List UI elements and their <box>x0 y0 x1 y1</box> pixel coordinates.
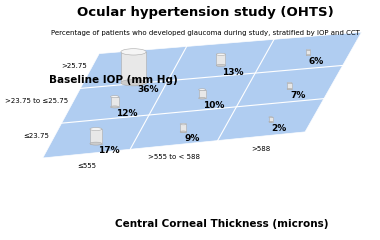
Bar <box>121 52 146 83</box>
Text: 6%: 6% <box>309 57 324 66</box>
Text: >555 to < 588: >555 to < 588 <box>148 154 200 160</box>
Text: >23.75 to ≤25.75: >23.75 to ≤25.75 <box>5 98 68 104</box>
Text: Percentage of patients who developed glaucoma during study, stratified by IOP an: Percentage of patients who developed gla… <box>51 30 360 36</box>
Bar <box>216 54 225 66</box>
Text: ≤23.75: ≤23.75 <box>23 133 49 139</box>
Ellipse shape <box>269 117 272 118</box>
Ellipse shape <box>199 97 206 99</box>
Ellipse shape <box>180 131 187 132</box>
Text: ≤555: ≤555 <box>77 163 96 169</box>
Ellipse shape <box>111 96 119 98</box>
Ellipse shape <box>121 79 146 86</box>
Text: 9%: 9% <box>184 134 200 143</box>
Bar <box>180 124 187 132</box>
Polygon shape <box>43 32 361 158</box>
Bar <box>306 50 310 55</box>
Bar <box>90 129 102 144</box>
Ellipse shape <box>287 82 292 84</box>
Ellipse shape <box>216 64 225 67</box>
Bar <box>199 90 206 98</box>
Text: 12%: 12% <box>116 109 138 118</box>
Bar <box>269 117 272 122</box>
Text: 2%: 2% <box>271 124 287 133</box>
Text: >588: >588 <box>252 146 271 152</box>
Text: 36%: 36% <box>137 85 159 94</box>
Ellipse shape <box>90 128 102 131</box>
Text: 13%: 13% <box>222 68 244 77</box>
Ellipse shape <box>180 123 187 125</box>
Bar <box>287 83 292 89</box>
Text: Central Corneal Thickness (microns): Central Corneal Thickness (microns) <box>115 219 329 229</box>
Ellipse shape <box>90 142 102 145</box>
Text: Baseline IOP (mm Hg): Baseline IOP (mm Hg) <box>49 75 178 85</box>
Ellipse shape <box>306 49 310 50</box>
Text: >25.75: >25.75 <box>61 63 87 69</box>
Ellipse shape <box>269 121 272 122</box>
Ellipse shape <box>287 88 292 90</box>
Bar <box>111 97 119 107</box>
Ellipse shape <box>306 54 310 56</box>
Text: 10%: 10% <box>203 101 225 110</box>
Text: 17%: 17% <box>98 146 119 155</box>
Ellipse shape <box>216 53 225 55</box>
Ellipse shape <box>199 89 206 90</box>
Ellipse shape <box>111 106 119 108</box>
Text: Ocular hypertension study (OHTS): Ocular hypertension study (OHTS) <box>77 6 334 19</box>
Ellipse shape <box>121 49 146 55</box>
Text: 7%: 7% <box>290 91 306 100</box>
